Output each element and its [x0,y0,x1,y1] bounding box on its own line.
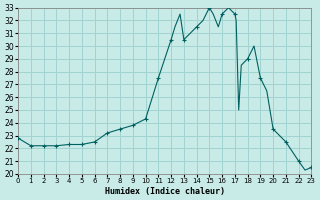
X-axis label: Humidex (Indice chaleur): Humidex (Indice chaleur) [105,187,225,196]
